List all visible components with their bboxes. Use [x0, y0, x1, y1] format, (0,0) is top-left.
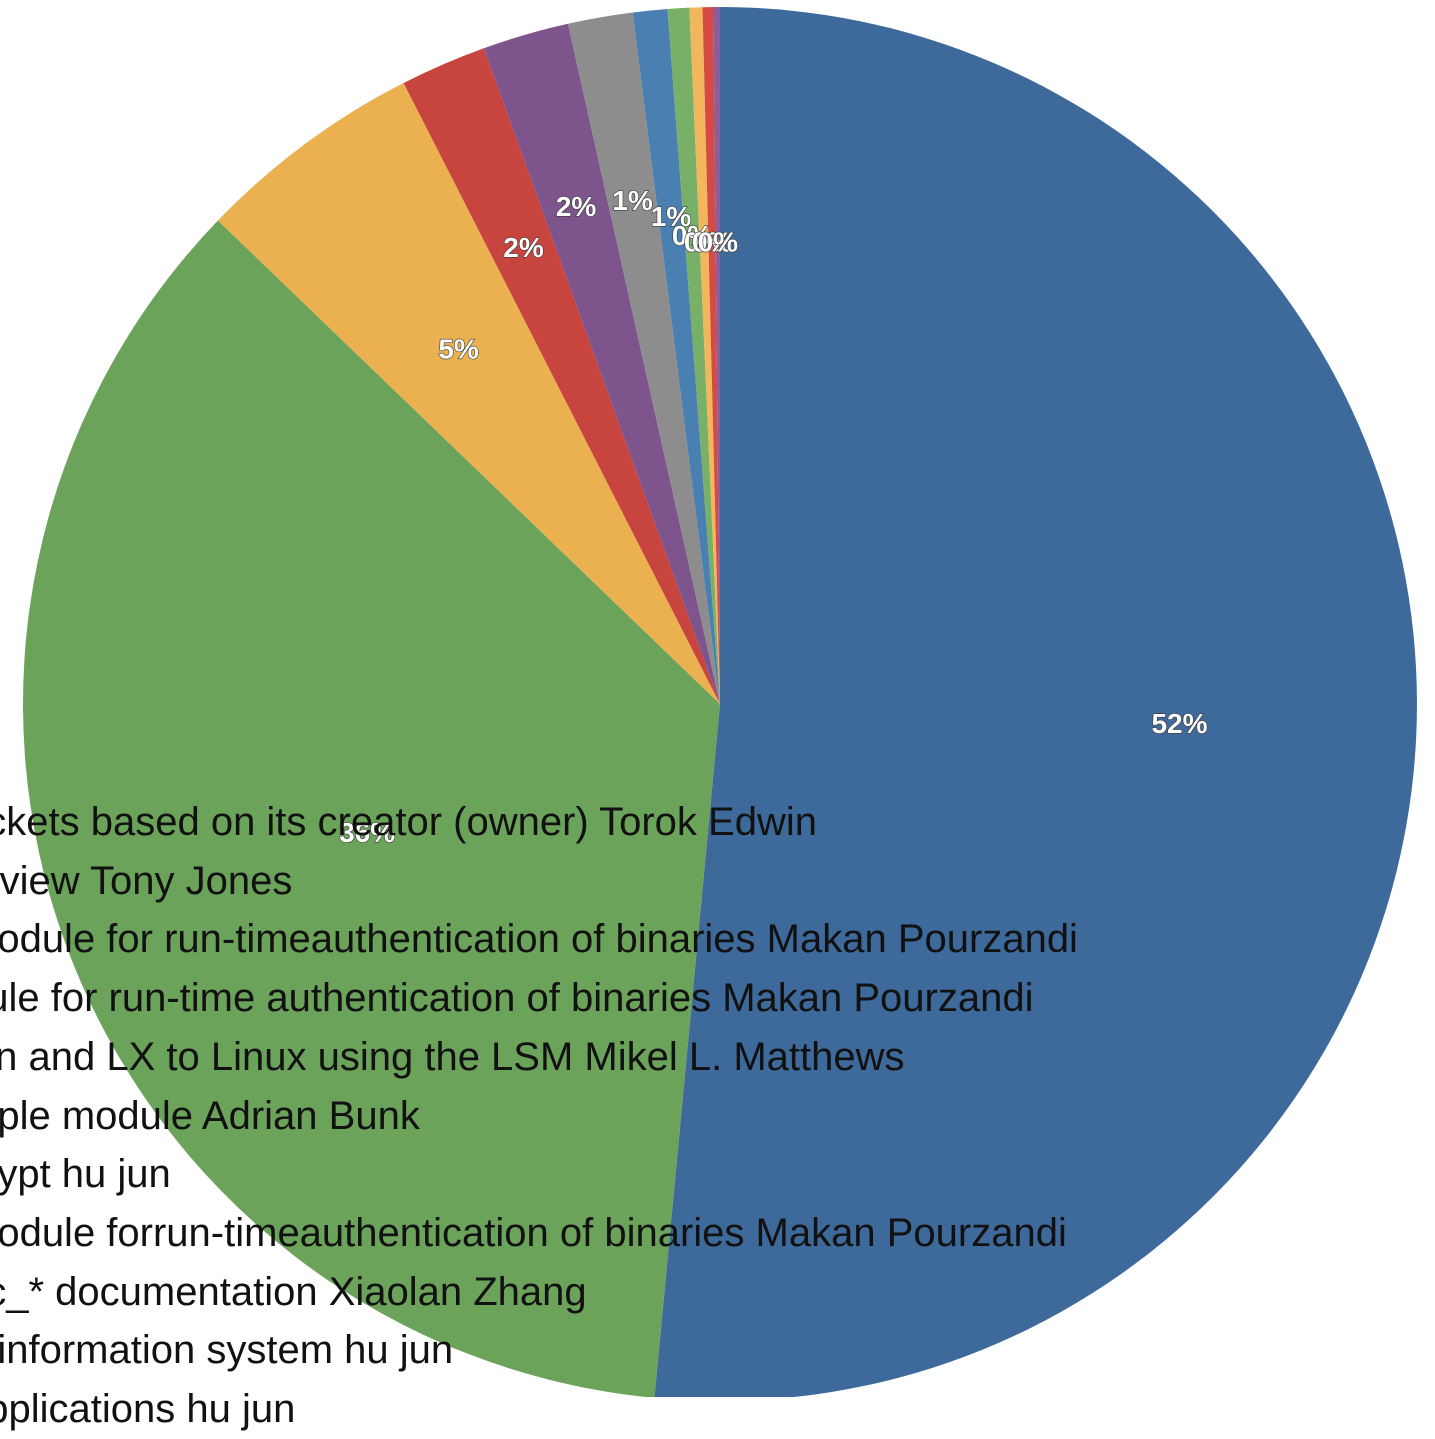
pie-slice-6 [567, 12, 720, 704]
legend-entry: erview Tony Jones [0, 858, 293, 903]
pie-slice-9 [689, 7, 720, 705]
legend-entry: ec_* documentation Xiaolan Zhang [0, 1269, 587, 1314]
slice-percent-label: 52% [1151, 708, 1207, 739]
slice-percent-label: 0% [698, 226, 739, 257]
legend-entry: applications hu jun [0, 1387, 296, 1432]
slice-percent-label: 2% [503, 232, 544, 263]
pie-slice-7 [632, 8, 720, 705]
slice-percent-label: 0% [672, 220, 713, 251]
legend-entry: module for run-timeauthentication of bin… [0, 917, 1078, 962]
slice-percent-label: 1% [612, 185, 653, 216]
legend-entry: g information system hu jun [0, 1328, 454, 1373]
legend-entry: ockets based on its creator (owner) Toro… [0, 800, 817, 844]
slice-percent-label: 2% [556, 191, 597, 222]
slice-percent-label: 1% [651, 201, 692, 232]
pie-percent-labels: 52%36%5%2%2% 1%1%0%0%0%0% [338, 185, 1208, 849]
legend-entry: module forrun-timeauthentication of bina… [0, 1210, 1067, 1255]
slice-percent-label: 0% [692, 226, 733, 257]
slice-percent-label: 0% [684, 227, 725, 258]
pie-slice-8 [667, 7, 720, 705]
slice-percent-label: 36% [339, 817, 395, 848]
pie-slice-1 [654, 7, 1417, 1397]
legend-entry: dule for run-time authentication of bina… [0, 976, 1034, 1021]
pie-slice-3 [217, 82, 720, 705]
pie-slice-2 [23, 220, 720, 1397]
slice-percent-label: 5% [438, 334, 479, 365]
pie-slice-11 [713, 6, 720, 704]
pie-slice-10 [702, 7, 720, 704]
legend-entry: ion and LX to Linux using the LSM Mikel … [0, 1034, 905, 1079]
legend: ockets based on its creator (owner) Toro… [0, 793, 1435, 1439]
pie-slices [23, 6, 1417, 1397]
legend-entry: mple module Adrian Bunk [0, 1093, 420, 1138]
pie-chart: 52%36%5%2%2% 1%1%0%0%0%0% [23, 6, 1417, 1397]
legend-entry: crypt hu jun [0, 1152, 171, 1197]
pie-slice-4 [403, 48, 720, 704]
pie-slice-5 [483, 23, 720, 705]
